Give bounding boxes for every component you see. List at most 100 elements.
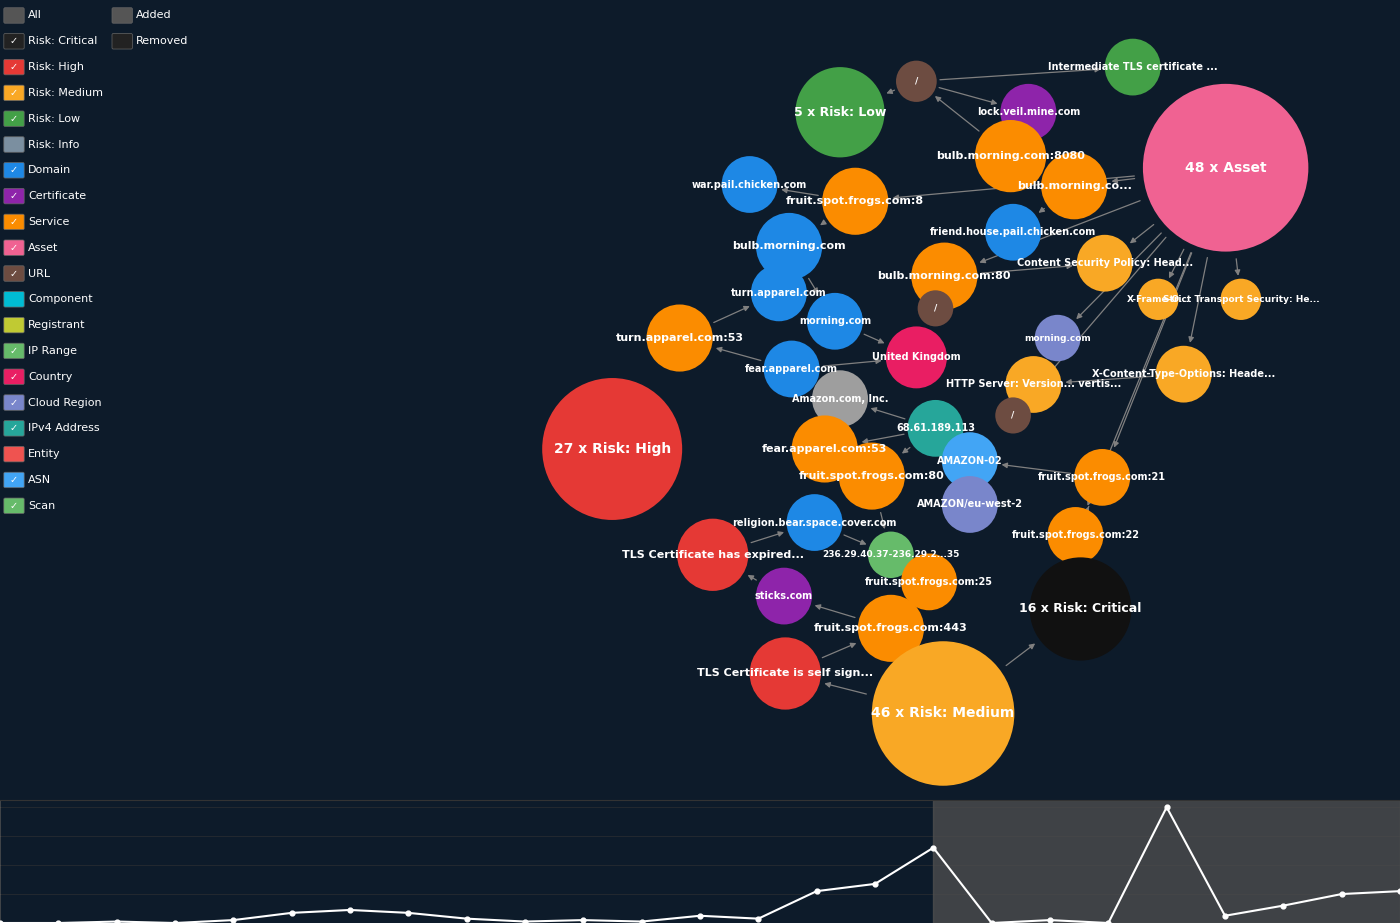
Text: X-Frame-O...: X-Frame-O... xyxy=(1127,294,1190,304)
Text: Added: Added xyxy=(136,10,172,20)
Text: Risk: Info: Risk: Info xyxy=(28,139,80,150)
Circle shape xyxy=(942,476,998,533)
Text: 46 x Risk: Medium: 46 x Risk: Medium xyxy=(871,706,1015,721)
Text: Amazon.com, Inc.: Amazon.com, Inc. xyxy=(792,394,888,403)
Text: Risk: High: Risk: High xyxy=(28,62,84,72)
Text: fruit.spot.frogs.com:443: fruit.spot.frogs.com:443 xyxy=(813,623,967,633)
Text: IP Range: IP Range xyxy=(28,346,77,356)
Text: All: All xyxy=(28,10,42,20)
Circle shape xyxy=(1047,507,1103,564)
FancyBboxPatch shape xyxy=(4,421,24,436)
Point xyxy=(1155,800,1177,815)
Text: /: / xyxy=(914,77,918,86)
Circle shape xyxy=(872,641,1015,785)
Text: Asset: Asset xyxy=(28,243,59,253)
Text: fruit.spot.frogs.com:8: fruit.spot.frogs.com:8 xyxy=(787,197,924,206)
Text: fear.apparel.com:53: fear.apparel.com:53 xyxy=(762,444,888,454)
Text: bulb.morning.co...: bulb.morning.co... xyxy=(1016,181,1131,191)
Text: ✓: ✓ xyxy=(10,372,18,382)
Circle shape xyxy=(868,532,914,578)
Text: Risk: Low: Risk: Low xyxy=(28,114,80,124)
Text: 27 x Risk: High: 27 x Risk: High xyxy=(553,442,671,456)
Circle shape xyxy=(907,400,963,457)
Text: Country: Country xyxy=(28,372,73,382)
FancyBboxPatch shape xyxy=(4,318,24,333)
Text: fear.apparel.com: fear.apparel.com xyxy=(745,364,839,374)
Text: TLS Certificate has expired...: TLS Certificate has expired... xyxy=(622,550,804,559)
Point xyxy=(164,916,186,923)
Circle shape xyxy=(750,265,806,321)
Text: Entity: Entity xyxy=(28,450,60,459)
Point xyxy=(1330,887,1352,902)
Text: Removed: Removed xyxy=(136,36,189,46)
Text: ✓: ✓ xyxy=(10,398,18,408)
Circle shape xyxy=(542,378,682,520)
Text: /: / xyxy=(1011,411,1015,420)
Text: sticks.com: sticks.com xyxy=(755,591,813,601)
Bar xyxy=(934,800,1400,923)
Text: religion.bear.space.cover.com: religion.bear.space.cover.com xyxy=(732,518,897,528)
Text: bulb.morning.com:8080: bulb.morning.com:8080 xyxy=(937,151,1085,162)
Circle shape xyxy=(763,341,819,398)
Text: ✓: ✓ xyxy=(10,62,18,72)
Circle shape xyxy=(1155,346,1211,402)
Circle shape xyxy=(1142,84,1309,252)
Circle shape xyxy=(791,415,858,483)
FancyBboxPatch shape xyxy=(4,162,24,178)
Text: turn.apparel.com: turn.apparel.com xyxy=(731,288,827,298)
FancyBboxPatch shape xyxy=(4,498,24,513)
Circle shape xyxy=(1138,279,1179,320)
Text: Content Security Policy: Head...: Content Security Policy: Head... xyxy=(1016,258,1193,269)
Circle shape xyxy=(721,156,777,213)
Circle shape xyxy=(986,204,1042,260)
Text: turn.apparel.com:53: turn.apparel.com:53 xyxy=(616,333,743,343)
FancyBboxPatch shape xyxy=(4,7,24,23)
Point xyxy=(1039,913,1061,923)
Text: Risk: Medium: Risk: Medium xyxy=(28,88,104,98)
Point xyxy=(223,913,245,923)
Circle shape xyxy=(787,494,843,551)
Text: ✓: ✓ xyxy=(10,475,18,485)
Circle shape xyxy=(1005,356,1061,413)
Text: ASN: ASN xyxy=(28,475,52,485)
Text: IPv4 Address: IPv4 Address xyxy=(28,424,99,434)
FancyBboxPatch shape xyxy=(4,473,24,487)
Text: Cloud Region: Cloud Region xyxy=(28,398,102,408)
Circle shape xyxy=(1074,449,1130,506)
Circle shape xyxy=(1035,315,1081,361)
Circle shape xyxy=(1221,279,1261,320)
Circle shape xyxy=(1042,152,1107,220)
Text: 48 x Asset: 48 x Asset xyxy=(1184,161,1267,174)
Text: morning.com: morning.com xyxy=(799,317,871,326)
Text: URL: URL xyxy=(28,269,50,279)
Point xyxy=(1273,898,1295,913)
Circle shape xyxy=(911,243,977,309)
FancyBboxPatch shape xyxy=(4,85,24,101)
Text: 68.61.189.113: 68.61.189.113 xyxy=(896,424,974,434)
Text: ✓: ✓ xyxy=(10,88,18,98)
Circle shape xyxy=(942,432,998,489)
Text: friend.house.pail.chicken.com: friend.house.pail.chicken.com xyxy=(930,227,1096,237)
Text: 236.29.40.37-236.29.2...35: 236.29.40.37-236.29.2...35 xyxy=(822,550,959,559)
Text: ✓: ✓ xyxy=(10,424,18,434)
Point xyxy=(864,877,886,892)
Circle shape xyxy=(839,442,904,509)
Point xyxy=(573,913,595,923)
FancyBboxPatch shape xyxy=(4,447,24,462)
Text: 5 x Risk: Low: 5 x Risk: Low xyxy=(794,106,886,119)
Text: ✓: ✓ xyxy=(10,36,18,46)
Circle shape xyxy=(896,61,937,102)
Text: ✓: ✓ xyxy=(10,346,18,356)
FancyBboxPatch shape xyxy=(112,33,133,49)
Point xyxy=(630,914,652,923)
Text: United Kingdom: United Kingdom xyxy=(872,353,960,363)
Circle shape xyxy=(795,67,885,158)
Point xyxy=(0,916,11,923)
Text: 16 x Risk: Critical: 16 x Risk: Critical xyxy=(1019,603,1142,616)
Point xyxy=(1389,883,1400,898)
Circle shape xyxy=(647,305,713,372)
Point xyxy=(339,903,361,917)
Text: TLS Certificate is self sign...: TLS Certificate is self sign... xyxy=(697,668,874,678)
FancyBboxPatch shape xyxy=(4,369,24,385)
Point xyxy=(923,840,945,855)
